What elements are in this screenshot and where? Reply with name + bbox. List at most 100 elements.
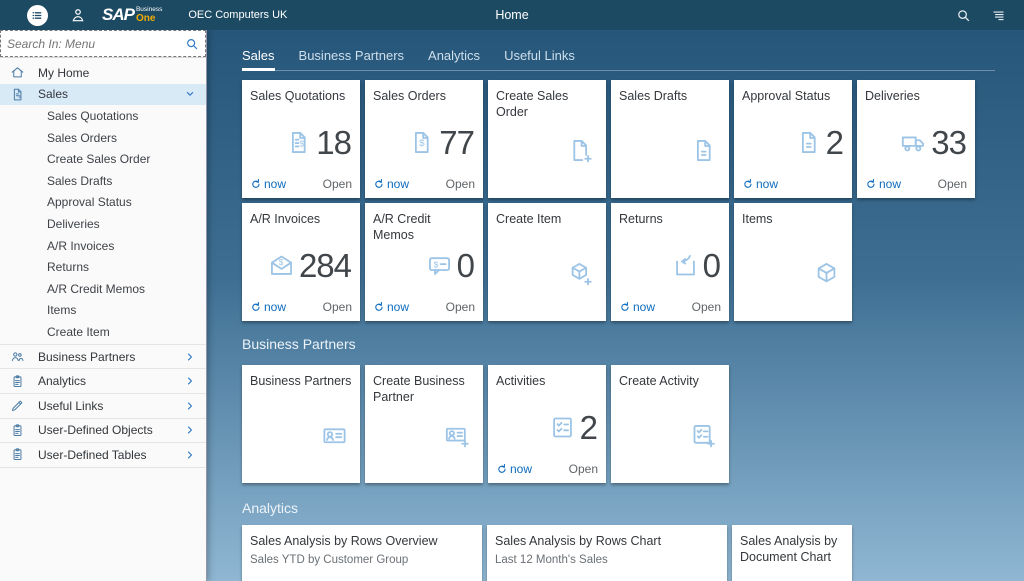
tile-count: 77	[439, 124, 475, 161]
refresh-icon	[373, 178, 385, 190]
sidebar-item-user-defined-tables[interactable]: User-Defined Tables	[0, 444, 206, 466]
refresh-now-button[interactable]: now	[619, 300, 655, 314]
clipboard-icon	[10, 423, 25, 438]
menu-separator	[0, 343, 206, 345]
open-button[interactable]: Open	[445, 300, 475, 314]
sidebar-item-label: User-Defined Tables	[38, 447, 147, 462]
search-icon[interactable]	[956, 8, 971, 23]
tile-footer: now Open	[373, 300, 475, 314]
sidebar-item-a-r-invoices[interactable]: A/R Invoices	[0, 235, 206, 257]
sidebar-item-items[interactable]: Items	[0, 300, 206, 322]
logo-business-text: Business	[135, 6, 163, 13]
pen-icon	[10, 398, 25, 413]
tile-title: Sales Analysis by Rows Overview	[250, 534, 438, 548]
sidebar-item-create-item[interactable]: Create Item	[0, 321, 206, 343]
tile-title: Items	[742, 212, 773, 226]
sidebar-item-my-home[interactable]: My Home	[0, 62, 206, 84]
sidebar-item-a-r-credit-memos[interactable]: A/R Credit Memos	[0, 278, 206, 300]
sidebar-menu-list: My Home $ Sales Sales Quotations Sales Order…	[0, 58, 206, 468]
sidebar-item-user-defined-objects[interactable]: User-Defined Objects	[0, 420, 206, 442]
doc-icon	[690, 137, 717, 164]
page-title: Home	[495, 8, 529, 22]
chevron-right-icon	[183, 399, 197, 413]
tile-title: Create Sales Order	[496, 89, 569, 120]
tile-sales-analysis-by-rows-chart[interactable]: Sales Analysis by Rows Chart Last 12 Mont…	[487, 525, 727, 581]
sidebar-item-returns[interactable]: Returns	[0, 256, 206, 278]
tile-subtitle: Sales YTD by Customer Group	[250, 554, 409, 567]
tab-analytics[interactable]: Analytics	[428, 48, 481, 63]
tile-kpi: 2	[549, 411, 598, 444]
open-button[interactable]: Open	[937, 177, 967, 191]
now-label: now	[387, 300, 410, 314]
sidebar-item-sales-orders[interactable]: Sales Orders	[0, 127, 206, 149]
tile-activities[interactable]: Activities 2 now Open	[488, 365, 606, 483]
tile-create-item[interactable]: Create Item	[488, 203, 606, 321]
sidebar-item-deliveries[interactable]: Deliveries	[0, 213, 206, 235]
sidebar-item-sales-quotations[interactable]: Sales Quotations	[0, 105, 206, 127]
open-button[interactable]: Open	[691, 300, 721, 314]
clipboard-icon	[10, 374, 25, 389]
now-label: now	[633, 300, 656, 314]
sidebar-item-sales[interactable]: $ Sales	[0, 83, 206, 106]
open-button[interactable]: Open	[322, 300, 352, 314]
sidebar-item-useful-links[interactable]: Useful Links	[0, 395, 206, 417]
tile-subtitle: Last 12 Month's Sales	[495, 554, 608, 567]
menu-search-input[interactable]	[0, 30, 206, 57]
tile-approval-status[interactable]: Approval Status 2 now	[734, 80, 852, 198]
refresh-now-button[interactable]: now	[250, 300, 286, 314]
tile-returns[interactable]: Returns 0 now Open	[611, 203, 729, 321]
tile-kpi: 2	[795, 126, 844, 159]
doc-plus-icon	[567, 137, 594, 164]
tab-business-partners[interactable]: Business Partners	[298, 48, 405, 63]
tile-a-r-credit-memos[interactable]: A/R Credit Memos $0 now Open	[365, 203, 483, 321]
tile-create-activity[interactable]: Create Activity	[611, 365, 729, 483]
tile-business-partners[interactable]: Business Partners	[242, 365, 360, 483]
refresh-now-button[interactable]: now	[373, 177, 409, 191]
company-name: OEC Computers UK	[188, 9, 288, 21]
sidebar-item-label: Create Item	[47, 324, 110, 339]
sidebar-item-label: User-Defined Objects	[38, 423, 153, 438]
tile-deliveries[interactable]: Deliveries 33 now Open	[857, 80, 975, 198]
main-menu-button[interactable]	[27, 4, 48, 26]
user-icon[interactable]	[70, 7, 86, 23]
tab-useful-links[interactable]: Useful Links	[504, 48, 575, 63]
sidebar-item-label: Useful Links	[38, 398, 104, 413]
tile-sales-quotations[interactable]: Sales Quotations $18 now Open	[242, 80, 360, 198]
home-icon	[10, 65, 25, 80]
refresh-now-button[interactable]: now	[250, 177, 286, 191]
tile-items[interactable]: Items	[734, 203, 852, 321]
sidebar-item-label: A/R Invoices	[47, 238, 115, 253]
tab-sales[interactable]: Sales	[242, 48, 275, 71]
tile-create-sales-order[interactable]: Create Sales Order	[488, 80, 606, 198]
sidebar-item-sales-drafts[interactable]: Sales Drafts	[0, 170, 206, 192]
tile-sales-analysis-by-rows-overview[interactable]: Sales Analysis by Rows Overview Sales YTD…	[242, 525, 482, 581]
tile-sales-analysis-by-document-chart[interactable]: Sales Analysis by Document Chart	[732, 525, 852, 581]
sales-doc-icon: $	[10, 87, 25, 102]
sidebar-item-analytics[interactable]: Analytics	[0, 370, 206, 392]
open-button[interactable]: Open	[568, 462, 598, 476]
tile-title: Activities	[496, 374, 546, 388]
tile-a-r-invoices[interactable]: A/R Invoices $284 now Open	[242, 203, 360, 321]
tile-sales-orders[interactable]: Sales Orders $77 now Open	[365, 80, 483, 198]
refresh-now-button[interactable]: now	[373, 300, 409, 314]
tile-footer: now Open	[250, 177, 352, 191]
search-icon[interactable]	[185, 37, 199, 51]
tile-kpi: $0	[426, 249, 475, 282]
sidebar-item-label: Business Partners	[38, 349, 136, 364]
sidebar-item-create-sales-order[interactable]: Create Sales Order	[0, 148, 206, 170]
notifications-feed-icon[interactable]	[991, 8, 1006, 23]
open-button[interactable]: Open	[322, 177, 352, 191]
refresh-now-button[interactable]: now	[742, 177, 778, 191]
sidebar-item-business-partners[interactable]: Business Partners	[0, 346, 206, 368]
sidebar-item-label: Items	[47, 303, 77, 318]
tile-title: Sales Quotations	[250, 89, 346, 103]
refresh-now-button[interactable]: now	[496, 462, 532, 476]
open-button[interactable]: Open	[445, 177, 475, 191]
sidebar-search-row	[0, 30, 206, 58]
tile-sales-drafts[interactable]: Sales Drafts	[611, 80, 729, 198]
tile-title: Create Item	[496, 212, 562, 226]
sidebar-item-approval-status[interactable]: Approval Status	[0, 192, 206, 214]
tile-title: Create Business Partner	[373, 374, 465, 405]
refresh-now-button[interactable]: now	[865, 177, 901, 191]
tile-create-business-partner[interactable]: Create Business Partner	[365, 365, 483, 483]
